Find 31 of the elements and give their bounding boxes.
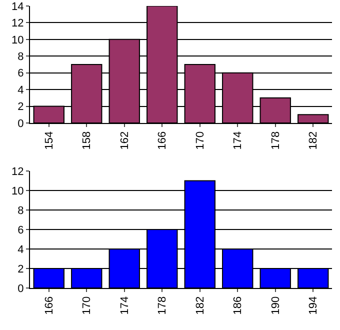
- y-tick-label: 2: [18, 101, 24, 114]
- y-tick-label: 2: [18, 263, 24, 276]
- x-tick-label: 190: [270, 296, 282, 315]
- y-tick-label: 8: [18, 204, 24, 217]
- y-tick-label: 6: [18, 224, 24, 236]
- x-tick-label: 162: [118, 131, 131, 150]
- x-tick-label: 182: [194, 296, 206, 315]
- x-tick-label: 178: [270, 131, 282, 150]
- y-tick-label: 4: [18, 244, 24, 256]
- x-tick-label: 174: [118, 296, 131, 315]
- y-tick-label: 12: [12, 166, 24, 178]
- x-tick-label: 186: [232, 296, 244, 315]
- y-tick-label: 14: [12, 0, 24, 13]
- x-tick-label: 178: [156, 296, 169, 315]
- y-tick-label: 10: [12, 34, 24, 46]
- x-tick-label: 166: [156, 131, 169, 150]
- x-tick-label: 170: [81, 296, 94, 315]
- y-tick-label: 0: [18, 118, 24, 130]
- x-tick-label: 182: [308, 131, 320, 150]
- x-tick-label: 158: [81, 131, 94, 150]
- y-tick-label: 4: [18, 84, 24, 96]
- x-tick-label: 166: [43, 296, 56, 315]
- x-tick-label: 194: [308, 296, 320, 315]
- y-tick-label: 12: [12, 18, 24, 30]
- y-tick-label: 6: [18, 68, 24, 80]
- x-tick-label: 170: [194, 131, 206, 150]
- y-tick-label: 0: [18, 282, 24, 295]
- x-tick-label: 154: [43, 131, 56, 150]
- y-tick-label: 10: [12, 185, 24, 198]
- y-tick-label: 8: [18, 50, 24, 63]
- x-tick-label: 174: [232, 131, 244, 150]
